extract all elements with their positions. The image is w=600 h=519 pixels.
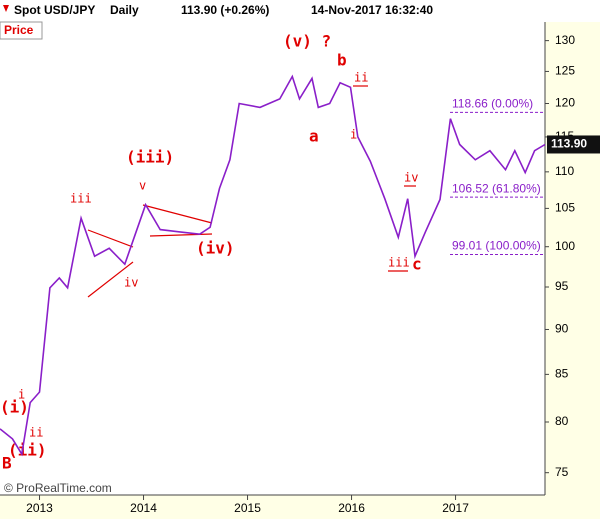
- wave-label: v: [139, 179, 146, 193]
- wave-label: iii: [70, 192, 92, 206]
- y-tick-label: 125: [555, 64, 575, 78]
- wave-label: i: [18, 388, 25, 402]
- wave-label: (iii): [126, 148, 174, 167]
- y-tick-label: 85: [555, 367, 569, 381]
- wave-label: ii: [29, 426, 43, 440]
- y-label: Price: [4, 23, 34, 37]
- wave-label: i: [350, 128, 357, 142]
- trend-line: [87, 261, 134, 298]
- wave-label: (i): [0, 398, 29, 417]
- last-value-box: [547, 135, 600, 154]
- y-tick-label: 110: [555, 164, 574, 178]
- trend-line: [142, 204, 213, 224]
- price-line: [0, 74, 546, 457]
- wave-label: iv: [404, 171, 418, 185]
- wave-label: (iv): [196, 239, 235, 258]
- wave-label: (v) ?: [283, 32, 331, 51]
- x-tick-label: 2013: [26, 501, 53, 515]
- instrument: Spot USD/JPY: [14, 3, 95, 17]
- wave-label: iv: [124, 276, 138, 290]
- x-tick-label: 2016: [338, 501, 365, 515]
- y-tick-label: 90: [555, 322, 569, 336]
- wave-label: iii: [388, 256, 410, 270]
- last-value-label: 113.90: [551, 137, 587, 151]
- period: Daily: [110, 3, 139, 17]
- annotations: (v) ? b ii a i (iii) v iii iv (iv) iv ii…: [0, 32, 422, 473]
- footer: © ProRealTime.com: [4, 481, 112, 495]
- wave-label: a: [309, 127, 319, 146]
- wave-label: b: [337, 51, 347, 70]
- fib-label: 118.66 (0.00%): [452, 96, 533, 110]
- trend-lines: [87, 85, 416, 298]
- wave-label: B: [2, 454, 12, 473]
- plot-area: [0, 22, 545, 495]
- y-tick-label: 75: [555, 465, 569, 479]
- fib-label: 106.52 (61.80%): [452, 181, 541, 195]
- wave-label: ii: [354, 71, 368, 85]
- y-tick-label: 80: [555, 414, 569, 428]
- price-box: [0, 21, 43, 40]
- arrow-icon: [3, 5, 9, 12]
- x-tick-label: 2014: [130, 501, 157, 515]
- x-tick-label: 2015: [234, 501, 261, 515]
- y-tick-label: 130: [555, 33, 575, 47]
- y-tick-label: 120: [555, 96, 575, 110]
- y-tick-label: 105: [555, 201, 575, 215]
- wave-label: c: [412, 255, 422, 274]
- trend-line: [149, 233, 213, 237]
- timestamp: 14-Nov-2017 16:32:40: [311, 3, 433, 17]
- quote: 113.90 (+0.26%): [181, 3, 269, 17]
- header-bar: [0, 0, 600, 22]
- y-tick-label: 95: [555, 279, 569, 293]
- x-tick-label: 2017: [442, 501, 469, 515]
- trend-line: [87, 229, 134, 248]
- fib-label: 99.01 (100.00%): [452, 239, 541, 253]
- y-tick-label: 100: [555, 239, 575, 253]
- wave-label: (ii): [8, 441, 47, 460]
